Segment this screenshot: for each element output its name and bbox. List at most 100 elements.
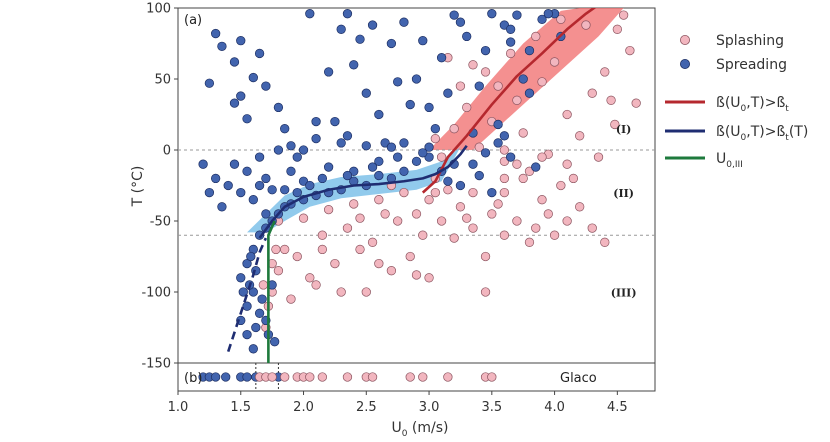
splashing-point-95 xyxy=(499,145,510,155)
splashing-point-9 xyxy=(537,77,547,87)
splashing-point-88 xyxy=(493,199,503,209)
panel-b-splashing-point-15 xyxy=(487,372,497,382)
spreading-point-84 xyxy=(204,187,215,198)
panel-b-splashing-point-10 xyxy=(367,372,378,382)
splashing-point-52 xyxy=(436,216,447,226)
spreading-point-25 xyxy=(436,53,447,63)
spreading-point-76 xyxy=(248,287,258,297)
splashing-point-40 xyxy=(543,209,553,219)
spreading-point-100 xyxy=(399,138,409,148)
spreading-point-39 xyxy=(405,99,415,110)
spreading-point-5 xyxy=(242,114,252,124)
splashing-point-86 xyxy=(462,213,472,223)
spreading-point-121 xyxy=(367,162,378,172)
spreading-point-45 xyxy=(531,162,541,172)
splashing-point-51 xyxy=(449,233,459,243)
spreading-point-86 xyxy=(217,202,227,212)
splashing-point-1 xyxy=(436,152,447,162)
spreading-point-125 xyxy=(468,159,478,169)
spreading-point-12 xyxy=(280,124,290,134)
x-tick-label-6: 4.0 xyxy=(544,400,565,415)
splashing-point-59 xyxy=(355,244,365,255)
spreading-point-6 xyxy=(248,72,258,83)
spreading-point-9 xyxy=(229,98,240,108)
splashing-point-3 xyxy=(462,102,472,113)
splashing-point-49 xyxy=(480,251,491,262)
panel-b-splashing-point-7 xyxy=(317,372,328,382)
region-label-2: (III) xyxy=(611,286,637,299)
x-tick-label-5: 3.5 xyxy=(481,400,502,415)
x-tick-label-4: 3.0 xyxy=(419,400,440,415)
splashing-point-47 xyxy=(531,223,541,233)
spreading-point-43 xyxy=(505,37,516,47)
y-tick-label-2: 0 xyxy=(163,144,171,159)
region-label-0: (I) xyxy=(616,123,632,136)
splashing-point-89 xyxy=(518,173,528,184)
legend-red-label: ß(U0,T)>ßt xyxy=(716,95,789,114)
panel-b-splashing-point-13 xyxy=(443,372,453,382)
y-tick-label-3: -50 xyxy=(150,215,171,230)
splashing-point-2 xyxy=(449,124,459,134)
y-axis-title: T (°C) xyxy=(130,166,146,208)
y-tick-label-4: -100 xyxy=(141,286,171,301)
spreading-point-129 xyxy=(257,294,267,304)
spreading-point-57 xyxy=(399,166,409,176)
spreading-point-8 xyxy=(236,36,246,46)
x-tick-label-2: 2.0 xyxy=(293,400,314,415)
spreading-point-27 xyxy=(462,31,472,42)
spreading-point-0 xyxy=(211,28,221,39)
curve-3 xyxy=(267,220,276,363)
spreading-point-16 xyxy=(323,67,334,77)
panel-b-splashing-point-3 xyxy=(280,372,290,382)
spreading-point-116 xyxy=(280,185,290,195)
spreading-point-11 xyxy=(273,102,284,113)
splashing-point-82 xyxy=(374,258,384,269)
splashing-point-61 xyxy=(330,258,340,269)
splashing-point-29 xyxy=(610,119,620,130)
splashing-point-50 xyxy=(468,223,478,233)
panel-b-spreading-point-5 xyxy=(242,372,252,382)
spreading-point-137 xyxy=(543,9,553,19)
spreading-point-10 xyxy=(261,81,271,91)
spreading-point-19 xyxy=(361,88,371,98)
spreading-point-113 xyxy=(267,185,277,195)
spreading-point-117 xyxy=(292,187,302,198)
spreading-point-42 xyxy=(480,45,491,56)
legend-green-label: U0,III xyxy=(716,151,743,170)
spreading-point-97 xyxy=(323,162,334,172)
splashing-point-42 xyxy=(575,202,585,212)
splashing-point-97 xyxy=(271,244,281,255)
splashing-point-13 xyxy=(587,88,597,98)
splashing-point-71 xyxy=(374,195,384,205)
curve-2 xyxy=(226,237,268,353)
splashing-point-30 xyxy=(480,67,491,77)
splashing-point-55 xyxy=(405,251,415,262)
legend-splashing-label: Splashing xyxy=(716,33,784,49)
spreading-point-132 xyxy=(251,322,261,333)
spreading-point-111 xyxy=(311,133,321,144)
spreading-point-78 xyxy=(242,329,252,340)
splashing-point-70 xyxy=(349,199,359,209)
splashing-point-26 xyxy=(581,20,591,30)
panel-a-label: (a) xyxy=(184,13,202,28)
spreading-point-33 xyxy=(537,14,547,25)
spreading-point-106 xyxy=(493,138,503,148)
splashing-point-18 xyxy=(593,152,604,162)
splashing-point-41 xyxy=(556,180,566,191)
splashing-point-56 xyxy=(393,216,403,226)
panel-b-splashing-point-11 xyxy=(405,372,415,382)
spreading-point-73 xyxy=(242,258,252,269)
splashing-point-77 xyxy=(336,287,346,297)
spreading-point-41 xyxy=(455,17,466,27)
legend-spreading-label: Spreading xyxy=(716,57,787,73)
spreading-point-44 xyxy=(518,74,528,84)
spreading-point-14 xyxy=(298,145,309,155)
splashing-point-81 xyxy=(386,266,397,276)
x-title-sub: 0 xyxy=(402,429,408,439)
panel-b-spreading-point-2 xyxy=(211,372,221,382)
spreading-point-50 xyxy=(443,88,453,98)
splashing-point-36 xyxy=(487,209,497,219)
panel-b-splashing-point-8 xyxy=(342,372,353,382)
spreading-point-91 xyxy=(248,195,258,205)
